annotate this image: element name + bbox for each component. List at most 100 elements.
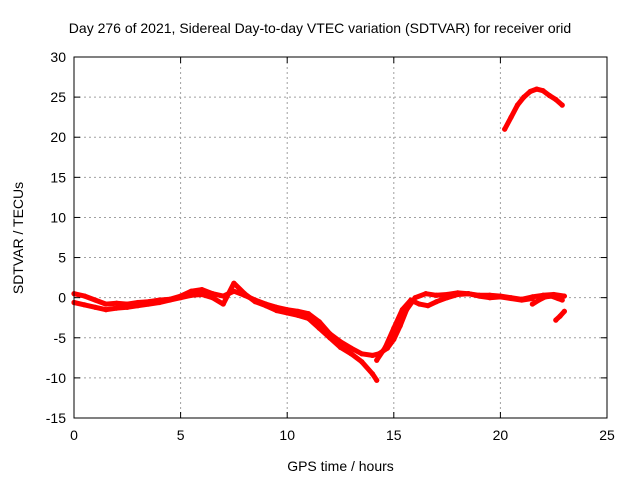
- data-point: [540, 88, 546, 94]
- data-point: [487, 295, 493, 301]
- data-point: [465, 291, 472, 297]
- data-point: [369, 371, 376, 377]
- data-point: [521, 94, 527, 100]
- data-point: [369, 352, 376, 359]
- data-point: [559, 297, 565, 303]
- data-point: [555, 295, 561, 302]
- data-point: [114, 305, 120, 311]
- data-point: [124, 304, 130, 310]
- data-point: [508, 114, 514, 120]
- data-point: [337, 344, 344, 351]
- y-tick-label: 25: [50, 89, 66, 105]
- data-point: [348, 345, 354, 351]
- data-point: [263, 303, 269, 309]
- data-point: [529, 301, 535, 307]
- data-point: [444, 295, 450, 301]
- data-point: [220, 301, 226, 307]
- data-point: [92, 304, 98, 310]
- data-point: [167, 297, 173, 303]
- data-point: [92, 297, 98, 303]
- data-point: [534, 86, 540, 92]
- data-point: [561, 293, 567, 299]
- data-point: [553, 317, 559, 323]
- data-point: [423, 291, 429, 297]
- data-point: [536, 297, 542, 303]
- data-point: [529, 295, 535, 302]
- data-point: [399, 307, 405, 313]
- data-point: [561, 308, 567, 314]
- x-tick-label: 5: [177, 427, 185, 443]
- data-point: [305, 315, 312, 322]
- x-tick-label: 25: [599, 427, 615, 443]
- data-point: [316, 319, 322, 325]
- data-point: [103, 307, 109, 313]
- data-point: [316, 325, 322, 331]
- data-point: [508, 295, 514, 302]
- x-tick-label: 15: [386, 427, 402, 443]
- y-tick-label: 5: [58, 250, 66, 266]
- y-tick-label: -15: [46, 410, 66, 426]
- data-point: [348, 351, 354, 357]
- data-point: [156, 299, 162, 306]
- plot-frame: [73, 56, 608, 419]
- data-point: [391, 325, 397, 331]
- x-axis-label: GPS time / hours: [287, 458, 394, 474]
- y-axis-label: SDTVAR / TECUs: [10, 181, 26, 295]
- data-point: [295, 312, 301, 318]
- data-point: [273, 307, 280, 314]
- data-point: [374, 377, 380, 383]
- data-point: [546, 92, 553, 99]
- data-point: [557, 313, 563, 319]
- y-tick-label: 15: [50, 169, 66, 185]
- data-point: [199, 291, 205, 298]
- data-point: [553, 96, 559, 103]
- data-point: [146, 301, 152, 307]
- data-point: [455, 291, 461, 298]
- data-point: [476, 293, 482, 299]
- x-tick-label: 0: [70, 427, 78, 443]
- data-point: [397, 323, 403, 329]
- data-point: [199, 287, 205, 293]
- data-point: [374, 357, 380, 363]
- data-point: [305, 311, 312, 317]
- data-point: [178, 295, 184, 301]
- data-point: [241, 291, 248, 297]
- data-point: [135, 303, 141, 309]
- data-series-track-4: [502, 86, 565, 132]
- data-point: [327, 335, 333, 341]
- data-point: [82, 302, 88, 308]
- data-point: [231, 280, 237, 286]
- data-point: [188, 292, 194, 298]
- y-tick-label: 10: [50, 209, 66, 225]
- data-point: [82, 293, 88, 299]
- x-tick-label: 20: [493, 427, 509, 443]
- data-point: [209, 295, 216, 301]
- data-point: [433, 292, 440, 298]
- y-tick-label: -10: [46, 370, 66, 386]
- data-point: [114, 300, 120, 306]
- data-point: [502, 126, 508, 132]
- data-point: [548, 293, 555, 299]
- data-point: [188, 288, 194, 294]
- data-point: [391, 336, 397, 342]
- y-tick-label: 30: [50, 49, 66, 65]
- data-point: [359, 351, 365, 357]
- data-point: [497, 294, 503, 300]
- data-point: [416, 301, 422, 307]
- data-point: [408, 297, 414, 303]
- data-point: [382, 344, 388, 351]
- data-point: [425, 303, 431, 309]
- data-point: [433, 299, 440, 305]
- data-point: [359, 359, 365, 365]
- data-point: [519, 297, 525, 303]
- x-tick-label: 10: [279, 427, 295, 443]
- y-tick-label: 0: [58, 290, 66, 306]
- y-tick-label: -5: [54, 330, 67, 346]
- data-point: [284, 310, 290, 316]
- y-tick-label: 20: [50, 129, 66, 145]
- data-point: [252, 299, 258, 305]
- data-point: [559, 102, 565, 108]
- data-point: [542, 294, 548, 300]
- data-point: [103, 301, 109, 307]
